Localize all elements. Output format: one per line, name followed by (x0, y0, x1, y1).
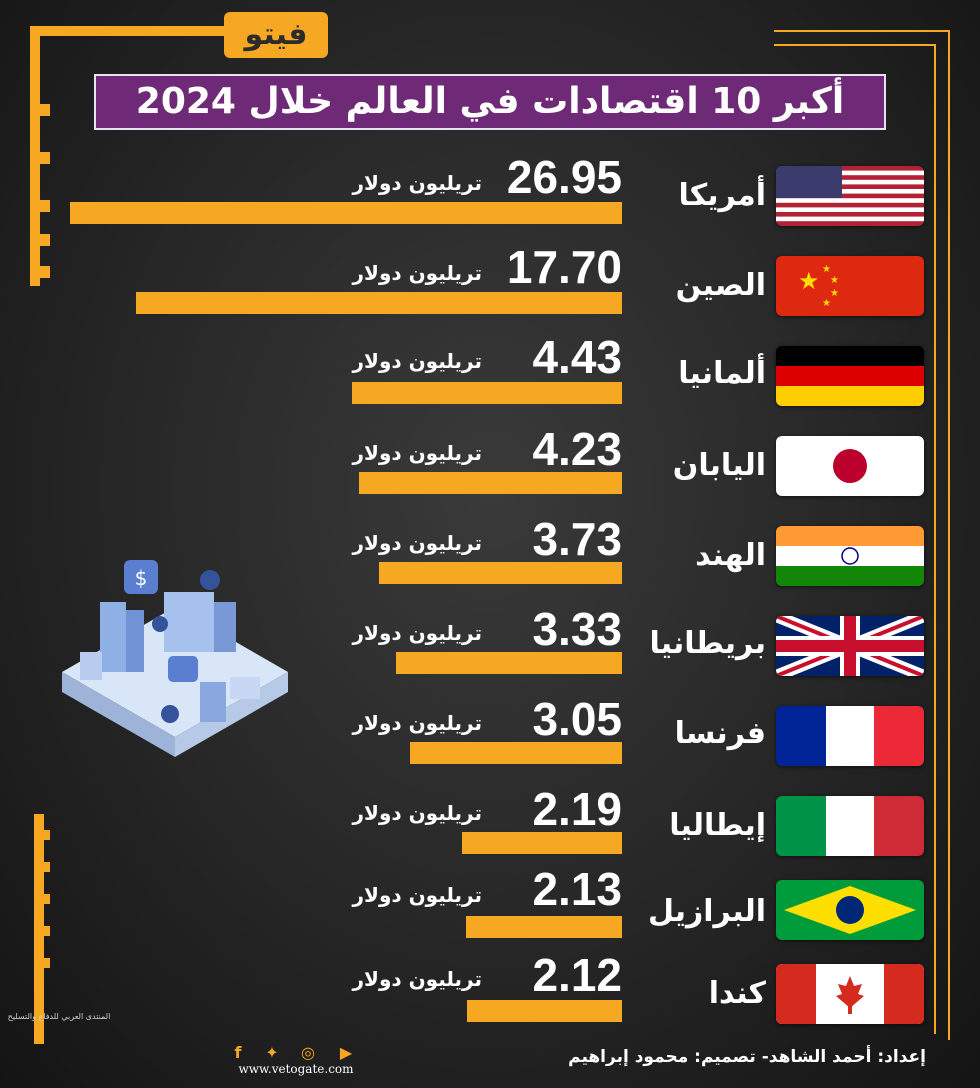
unit-label: تريليون دولار (352, 171, 482, 195)
value-label: 3.33 (532, 603, 622, 655)
value-label: 2.12 (532, 949, 622, 1001)
brazil-flag-icon (776, 880, 924, 940)
country-label: بريطانيا (649, 626, 766, 661)
india-flag-icon (776, 526, 924, 586)
country-label: ألمانيا (678, 356, 766, 391)
bar-10 (467, 1000, 622, 1022)
value-label: 17.70 (506, 241, 622, 293)
frame-dash (30, 152, 50, 164)
frame-dash (34, 830, 50, 840)
germany-flag-icon (776, 346, 924, 406)
value-label: 4.43 (532, 331, 622, 383)
frame-dash (34, 926, 50, 936)
bar-5 (378, 562, 622, 584)
value-label: 2.13 (532, 863, 622, 915)
website-url[interactable]: www.vetogate.com (238, 1062, 354, 1076)
credits: إعداد: أحمد الشاهد- تصميم: محمود إبراهيم (568, 1047, 926, 1067)
country-label: أمريكا (678, 178, 767, 213)
frame-dash (34, 862, 50, 872)
bar-2 (135, 292, 622, 314)
forum-watermark: المنتدى العربي للدفاع والتسليح (7, 1012, 111, 1021)
frame-dash (34, 894, 50, 904)
italy-flag-icon (776, 796, 924, 856)
country-label: الصين (675, 268, 766, 303)
svg-text:★: ★ (830, 288, 839, 299)
frame-right-line (948, 30, 950, 1040)
bar-7 (410, 742, 622, 764)
frame-dash (30, 266, 50, 278)
country-label: الهند (695, 538, 766, 573)
frame-right-line (774, 30, 950, 32)
france-flag-icon (776, 706, 924, 766)
twitter-icon[interactable]: ✦ (265, 1043, 279, 1062)
svg-text:★: ★ (830, 275, 839, 286)
value-label: 3.73 (532, 513, 622, 565)
youtube-icon[interactable]: ▶ (339, 1043, 353, 1062)
svg-text:$: $ (135, 566, 148, 590)
bar-4 (359, 472, 622, 494)
uk-flag-icon (776, 616, 924, 676)
canada-flag-icon (776, 964, 924, 1024)
frame-dash (34, 958, 50, 968)
bar-6 (396, 652, 622, 674)
unit-label: تريليون دولار (352, 711, 482, 735)
china-flag-icon: ★ ★ ★ ★ ★ (776, 256, 924, 316)
japan-flag-icon (776, 436, 924, 496)
frame-dash (30, 104, 50, 116)
unit-label: تريليون دولار (352, 531, 482, 555)
value-label: 26.95 (506, 151, 622, 203)
page-title: أكبر 10 اقتصادات في العالم خلال 2024 (94, 74, 886, 130)
frame-right-line-inner (774, 44, 936, 46)
value-label: 4.23 (532, 423, 622, 475)
country-label: كندا (708, 976, 766, 1011)
frame-top-horizontal (30, 26, 226, 36)
brand-logo: فيتو (224, 12, 328, 58)
unit-label: تريليون دولار (352, 967, 482, 991)
usa-flag-icon (776, 166, 924, 226)
city-illustration: $ (62, 560, 288, 757)
country-label: إيطاليا (669, 808, 766, 843)
bar-3 (351, 382, 622, 404)
svg-text:★: ★ (822, 298, 831, 309)
bar-8 (461, 832, 622, 854)
unit-label: تريليون دولار (352, 883, 482, 907)
country-label: اليابان (672, 448, 766, 483)
value-label: 3.05 (532, 693, 622, 745)
country-label: فرنسا (674, 716, 766, 751)
svg-text:★: ★ (822, 264, 831, 275)
unit-label: تريليون دولار (352, 621, 482, 645)
frame-dash (30, 200, 50, 212)
bar-9 (466, 916, 622, 938)
instagram-icon[interactable]: ◎ (301, 1043, 315, 1062)
svg-text:★: ★ (798, 267, 820, 295)
unit-label: تريليون دولار (352, 441, 482, 465)
frame-right-line-inner (934, 44, 936, 1034)
unit-label: تريليون دولار (352, 349, 482, 373)
facebook-icon[interactable]: f (234, 1043, 242, 1062)
unit-label: تريليون دولار (352, 801, 482, 825)
country-label: البرازيل (647, 894, 766, 929)
frame-dash (30, 234, 50, 246)
value-label: 2.19 (532, 783, 622, 835)
bar-1 (70, 202, 622, 224)
unit-label: تريليون دولار (352, 261, 482, 285)
